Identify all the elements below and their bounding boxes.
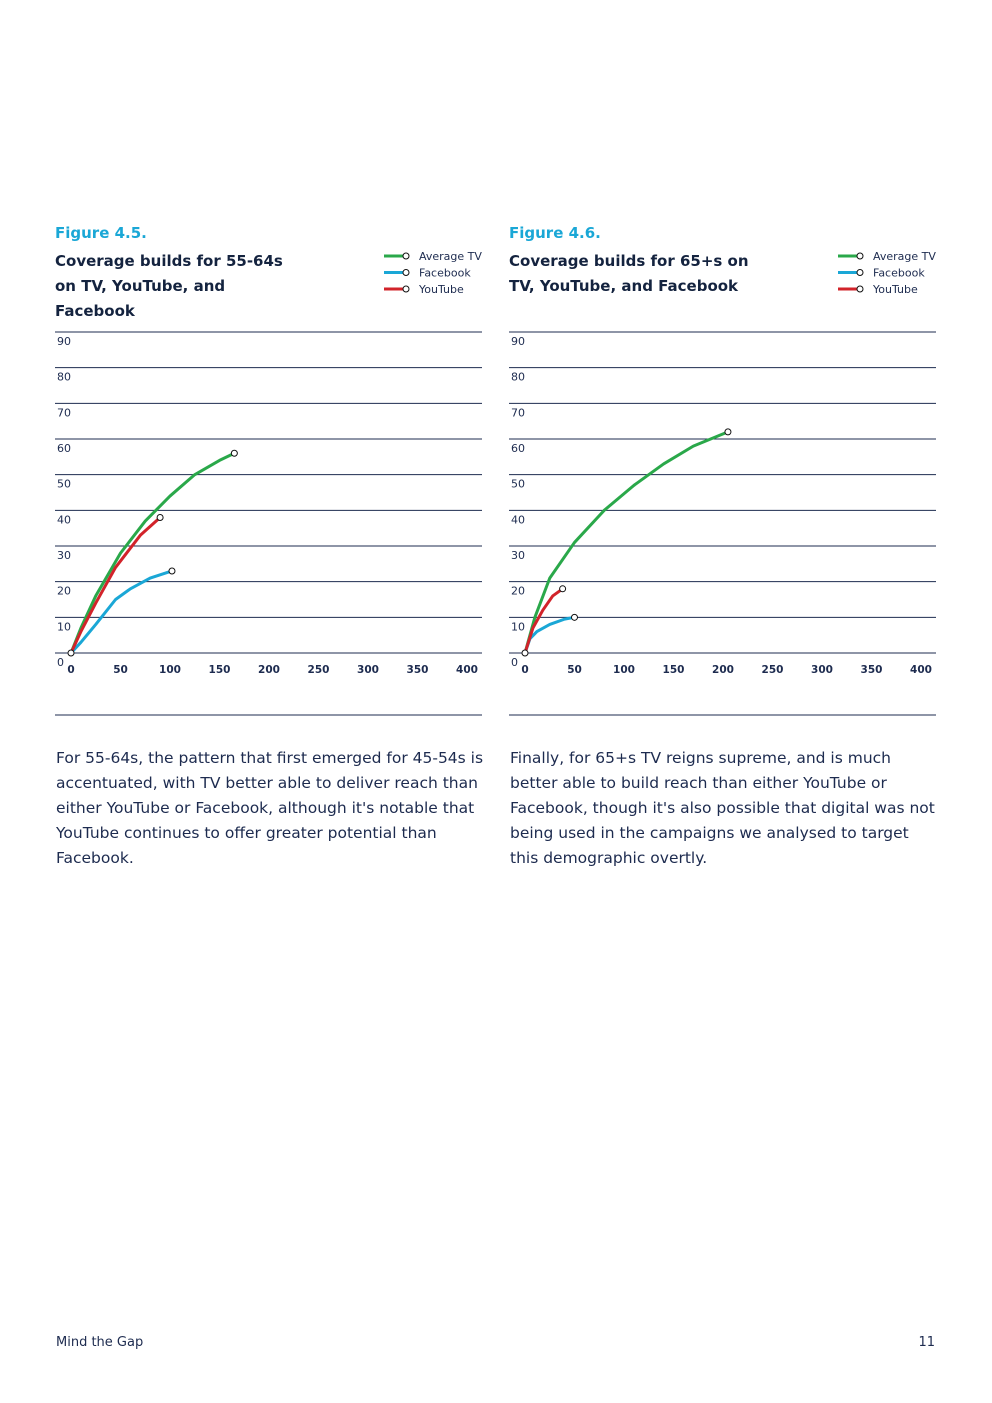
legend-label: Average TV [873, 250, 936, 263]
x-tick-label: 200 [712, 664, 734, 676]
x-tick-label: 50 [567, 664, 582, 676]
series-line-youtube [523, 587, 565, 655]
series-end-marker [230, 449, 238, 457]
x-tick-label: 300 [357, 664, 379, 676]
x-tick-label: 150 [663, 664, 685, 676]
body-paragraph: For 55-64s, the pattern that first emerg… [56, 749, 484, 867]
legend-marker [402, 252, 410, 260]
series-line-average-tv [69, 451, 236, 655]
legend-marker [856, 285, 864, 293]
y-tick-label: 90 [511, 335, 525, 348]
x-tick-label: 300 [811, 664, 833, 676]
legend-marker [402, 269, 410, 276]
y-tick-label: 60 [57, 442, 71, 455]
x-tick-label: 0 [521, 664, 528, 676]
y-tick-label: 10 [57, 620, 71, 633]
x-tick-label: 350 [861, 664, 883, 676]
y-tick-label: 30 [511, 549, 525, 562]
y-tick-label: 80 [511, 371, 525, 384]
y-tick-label: 70 [511, 406, 525, 419]
x-tick-label: 400 [456, 664, 478, 676]
x-tick-label: 0 [67, 664, 74, 676]
y-tick-label: 60 [511, 442, 525, 455]
y-tick-label: 40 [57, 513, 71, 526]
series-line-youtube [69, 515, 162, 655]
y-tick-label: 50 [57, 478, 71, 491]
chart-svg: 0 10 20 30 40 50 60 70 80 90 0 50 100 150 200 250 300 350… [509, 250, 936, 716]
series-line-facebook [69, 569, 174, 655]
legend-label: Average TV [419, 250, 482, 263]
body-paragraph: Finally, for 65+s TV reigns supreme, and… [510, 749, 935, 867]
legend-label: Facebook [419, 267, 471, 280]
y-tick-label: 20 [57, 585, 71, 598]
legend-label: YouTube [418, 283, 464, 296]
figure-label: Figure 4.6. [509, 224, 601, 242]
origin-marker [521, 649, 529, 657]
y-tick-label: 90 [57, 335, 71, 348]
y-tick-label: 10 [511, 620, 525, 633]
x-tick-label: 400 [910, 664, 932, 676]
y-tick-label: 80 [57, 371, 71, 384]
y-tick-label: 70 [57, 406, 71, 419]
origin-marker [67, 649, 75, 657]
y-tick-label: 40 [511, 513, 525, 526]
legend-marker [402, 285, 410, 293]
x-tick-label: 150 [209, 664, 231, 676]
legend-label: YouTube [872, 283, 918, 296]
y-tick-label: 30 [57, 549, 71, 562]
y-tick-label: 20 [511, 585, 525, 598]
chart-svg: 0 10 20 30 40 50 60 70 80 90 0 50 100 150 200 250 300 350… [55, 250, 482, 716]
footer-title: Mind the Gap [56, 1335, 144, 1350]
x-tick-label: 350 [407, 664, 429, 676]
legend-marker [856, 269, 864, 276]
x-tick-label: 50 [113, 664, 128, 676]
y-tick-label: 0 [511, 656, 518, 669]
y-tick-label: 50 [511, 478, 525, 491]
x-tick-label: 100 [613, 664, 635, 676]
figure-4-5: Figure 4.5. Coverage builds for 55-64s o… [55, 222, 495, 722]
figure-label: Figure 4.5. [55, 224, 147, 242]
figure-title: Coverage builds for 55-64s on TV, YouTub… [55, 252, 283, 320]
y-tick-label: 0 [57, 656, 64, 669]
series-end-marker [559, 585, 567, 593]
legend-marker [856, 252, 864, 260]
series-end-marker [156, 513, 164, 521]
x-tick-label: 250 [308, 664, 330, 676]
page-number: 11 [918, 1335, 935, 1350]
legend-label: Facebook [873, 267, 925, 280]
figure-4-6: Figure 4.6. Coverage builds for 65+s on … [509, 222, 949, 722]
series-line-average-tv [523, 430, 730, 655]
figure-title: Coverage builds for 65+s on TV, YouTube,… [509, 252, 749, 295]
series-end-marker [724, 428, 732, 436]
x-tick-label: 250 [762, 664, 784, 676]
x-tick-label: 200 [258, 664, 280, 676]
series-end-marker [168, 567, 176, 575]
x-tick-label: 100 [159, 664, 181, 676]
series-end-marker [571, 613, 578, 621]
